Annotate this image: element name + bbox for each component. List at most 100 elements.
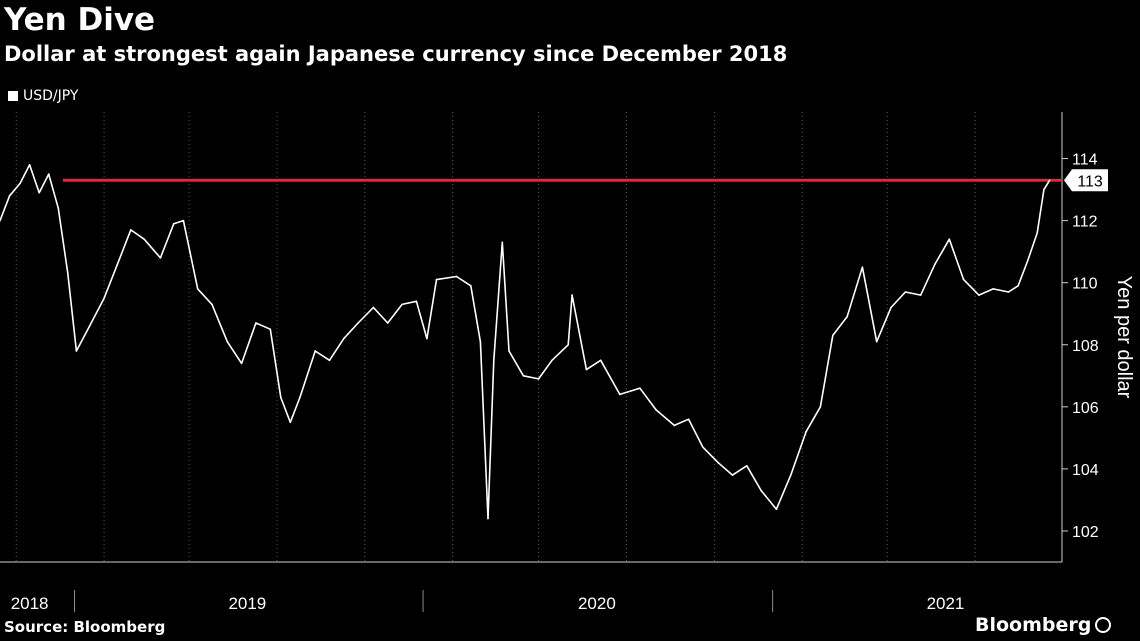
data-point [717,461,719,464]
data-point [819,406,822,408]
data-point [479,340,482,343]
data-point [8,194,11,197]
data-point [130,229,132,231]
y-tick-label: 106 [1072,400,1099,417]
data-point [116,263,119,265]
data-point [38,191,40,194]
data-point [805,430,807,433]
data-point [226,340,229,343]
y-axis-label: Yen per dollar [1113,276,1135,399]
data-point [673,424,676,427]
x-tick-label: 2018 [11,594,49,613]
data-point [571,294,573,296]
data-point [619,393,621,396]
data-point [655,409,657,411]
data-point [289,421,292,424]
brand-name: Bloomberg [975,614,1092,636]
chart-subtitle: Dollar at strongest again Japanese curre… [4,42,788,66]
data-point [159,257,162,259]
data-point [28,163,31,166]
brand-mark-icon [1095,617,1112,633]
data-point [746,464,748,467]
data-point [599,359,602,362]
data-point [846,316,848,318]
data-point [501,241,504,244]
data-point [67,272,69,275]
y-tick-label: 114 [1072,152,1098,169]
data-point [426,337,428,340]
data-point [487,517,489,520]
data-point [75,350,78,352]
data-point [1043,188,1045,191]
bloomberg-logo: Bloomberg [975,614,1112,636]
y-tick-label: 104 [1072,462,1099,479]
data-point [455,275,458,278]
data-point [934,263,936,265]
data-point [328,359,331,362]
data-point [435,278,438,281]
data-point [415,300,418,303]
data-point [537,378,540,380]
data-point [492,359,495,362]
data-point [1017,284,1019,287]
data-point [522,374,525,377]
legend-swatch-usdjpy [8,91,18,101]
data-point [585,368,588,371]
data-point [269,328,272,331]
y-tick-label: 102 [1072,524,1099,541]
data-point [890,306,892,309]
data-point [1026,260,1029,262]
data-point [87,328,89,331]
data-point [401,303,403,306]
data-point [19,182,21,185]
y-tick-label: 112 [1072,214,1098,231]
data-point [196,288,199,290]
data-point [372,306,375,309]
data-point [904,291,907,293]
source-note: Source: Bloomberg [4,618,166,636]
data-point [978,294,980,296]
data-point [760,489,762,492]
data-point [861,266,864,268]
data-point [875,340,878,343]
chart-title: Yen Dive [4,2,156,38]
data-point [687,418,690,421]
data-point [240,362,243,365]
data-point [182,219,185,222]
data-point [1048,179,1051,182]
legend-label-usdjpy: USD/JPY [23,88,79,104]
data-point [551,359,553,362]
data-point [357,322,359,324]
data-point [702,446,704,448]
data-point [57,207,60,210]
data-point [386,322,389,324]
data-point [103,297,105,300]
data-point [299,396,301,399]
data-point [211,303,213,306]
legend: USD/JPY [8,88,78,104]
data-point [831,334,834,337]
current-value-label: 113 [1077,173,1103,190]
data-point [255,322,257,324]
data-point [143,238,146,241]
data-point [173,222,175,225]
data-point [919,294,922,296]
x-tick-label: 2020 [578,594,616,613]
data-point [47,173,50,175]
data-point [508,350,510,352]
data-point [639,387,641,390]
data-point [343,337,345,340]
data-point [775,508,778,511]
data-point [992,288,995,290]
data-point [789,474,792,476]
data-point [948,238,951,241]
data-point [0,219,1,222]
y-tick-label: 110 [1072,276,1098,293]
data-point [470,284,472,287]
data-point [314,350,316,352]
x-tick-label: 2019 [228,594,266,613]
data-point [731,474,734,476]
x-tick-label: 2021 [927,594,965,613]
data-point [1036,232,1038,234]
